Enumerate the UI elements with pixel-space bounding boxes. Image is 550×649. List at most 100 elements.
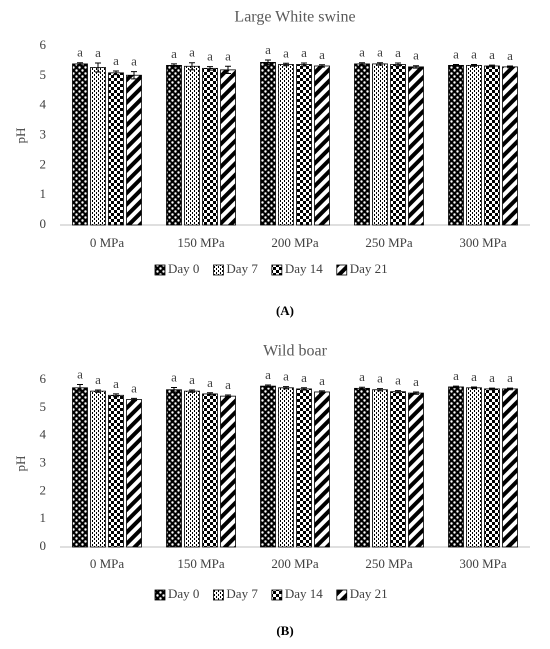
significance-label: a <box>359 369 365 384</box>
legend-label: Day 7 <box>226 586 258 601</box>
significance-label: a <box>413 374 419 389</box>
significance-label: a <box>489 47 495 62</box>
bar <box>166 389 182 548</box>
error-bar <box>471 386 477 390</box>
error-bar <box>489 387 495 391</box>
error-bar <box>131 397 137 402</box>
bar <box>260 385 276 548</box>
y-tick-label: 1 <box>40 510 47 525</box>
y-tick-label: 6 <box>40 37 47 52</box>
significance-label: a <box>131 54 137 69</box>
y-tick-label: 3 <box>40 126 47 141</box>
bar <box>90 67 106 226</box>
y-tick-label: 4 <box>40 427 47 442</box>
error-bar <box>283 386 289 390</box>
y-tick-label: 2 <box>40 482 47 497</box>
y-tick-label: 4 <box>40 97 47 112</box>
chart-title: Large White swine <box>234 9 355 26</box>
bar <box>72 63 88 226</box>
bar <box>466 387 482 548</box>
bar <box>108 72 124 226</box>
y-tick-label: 0 <box>40 216 47 231</box>
error-bar <box>265 384 271 388</box>
significance-label: a <box>319 47 325 62</box>
error-bar <box>189 389 195 393</box>
error-bar <box>377 388 383 392</box>
legend-swatch <box>154 589 166 601</box>
significance-label: a <box>283 45 289 60</box>
error-bar <box>113 393 119 398</box>
bar <box>484 388 500 548</box>
panel-caption: (B) <box>276 623 293 638</box>
significance-label: a <box>113 53 119 68</box>
error-bar <box>395 390 401 394</box>
bar <box>220 395 236 548</box>
y-tick-label: 6 <box>40 371 47 386</box>
bar <box>314 65 330 226</box>
legend-swatch <box>336 589 348 601</box>
bar <box>484 65 500 226</box>
significance-label: a <box>189 372 195 387</box>
significance-label: a <box>131 380 137 395</box>
x-tick-label: 150 MPa <box>177 235 225 250</box>
error-bar <box>453 385 459 389</box>
bar <box>372 389 388 548</box>
bar <box>408 66 424 226</box>
y-tick-label: 5 <box>40 67 47 82</box>
bar <box>354 63 370 226</box>
legend-label: Day 0 <box>168 586 199 601</box>
bar <box>278 387 294 548</box>
error-bar <box>225 65 231 74</box>
significance-label: a <box>471 369 477 384</box>
bar <box>260 62 276 226</box>
bar <box>126 399 142 548</box>
x-tick-label: 150 MPa <box>177 556 225 571</box>
significance-label: a <box>113 376 119 391</box>
error-bar <box>395 62 401 67</box>
y-tick-label: 5 <box>40 399 47 414</box>
bar <box>108 394 124 548</box>
bar <box>278 64 294 226</box>
error-bar <box>283 62 289 67</box>
significance-label: a <box>95 45 101 60</box>
error-bar <box>265 59 271 66</box>
x-tick-label: 250 MPa <box>365 556 413 571</box>
bar <box>202 67 218 226</box>
error-bar <box>171 387 177 393</box>
significance-label: a <box>207 375 213 390</box>
significance-label: a <box>453 46 459 61</box>
significance-label: a <box>319 373 325 388</box>
legend-swatch <box>271 589 283 601</box>
legend-swatch <box>213 264 224 276</box>
bar <box>372 63 388 226</box>
error-bar <box>77 62 83 66</box>
significance-label: a <box>265 367 271 382</box>
error-bar <box>507 65 513 69</box>
panel-caption: (A) <box>276 303 294 318</box>
error-bar <box>453 63 459 67</box>
significance-label: a <box>377 45 383 60</box>
significance-label: a <box>225 377 231 392</box>
significance-label: a <box>225 48 231 63</box>
bar <box>408 392 424 548</box>
bar <box>296 64 312 226</box>
y-tick-label: 0 <box>40 538 47 553</box>
significance-label: a <box>395 373 401 388</box>
significance-label: a <box>171 46 177 61</box>
error-bar <box>507 387 513 391</box>
error-bar <box>319 390 325 394</box>
bar <box>184 390 200 548</box>
x-tick-label: 300 MPa <box>459 235 507 250</box>
error-bar <box>131 71 137 80</box>
significance-label: a <box>507 370 513 385</box>
significance-label: a <box>265 42 271 57</box>
legend-label: Day 21 <box>350 586 388 601</box>
bar <box>90 390 106 548</box>
legend-label: Day 14 <box>285 586 323 601</box>
significance-label: a <box>189 45 195 60</box>
x-tick-label: 250 MPa <box>365 235 413 250</box>
error-bar <box>413 65 419 69</box>
x-tick-label: 0 MPa <box>90 556 125 571</box>
